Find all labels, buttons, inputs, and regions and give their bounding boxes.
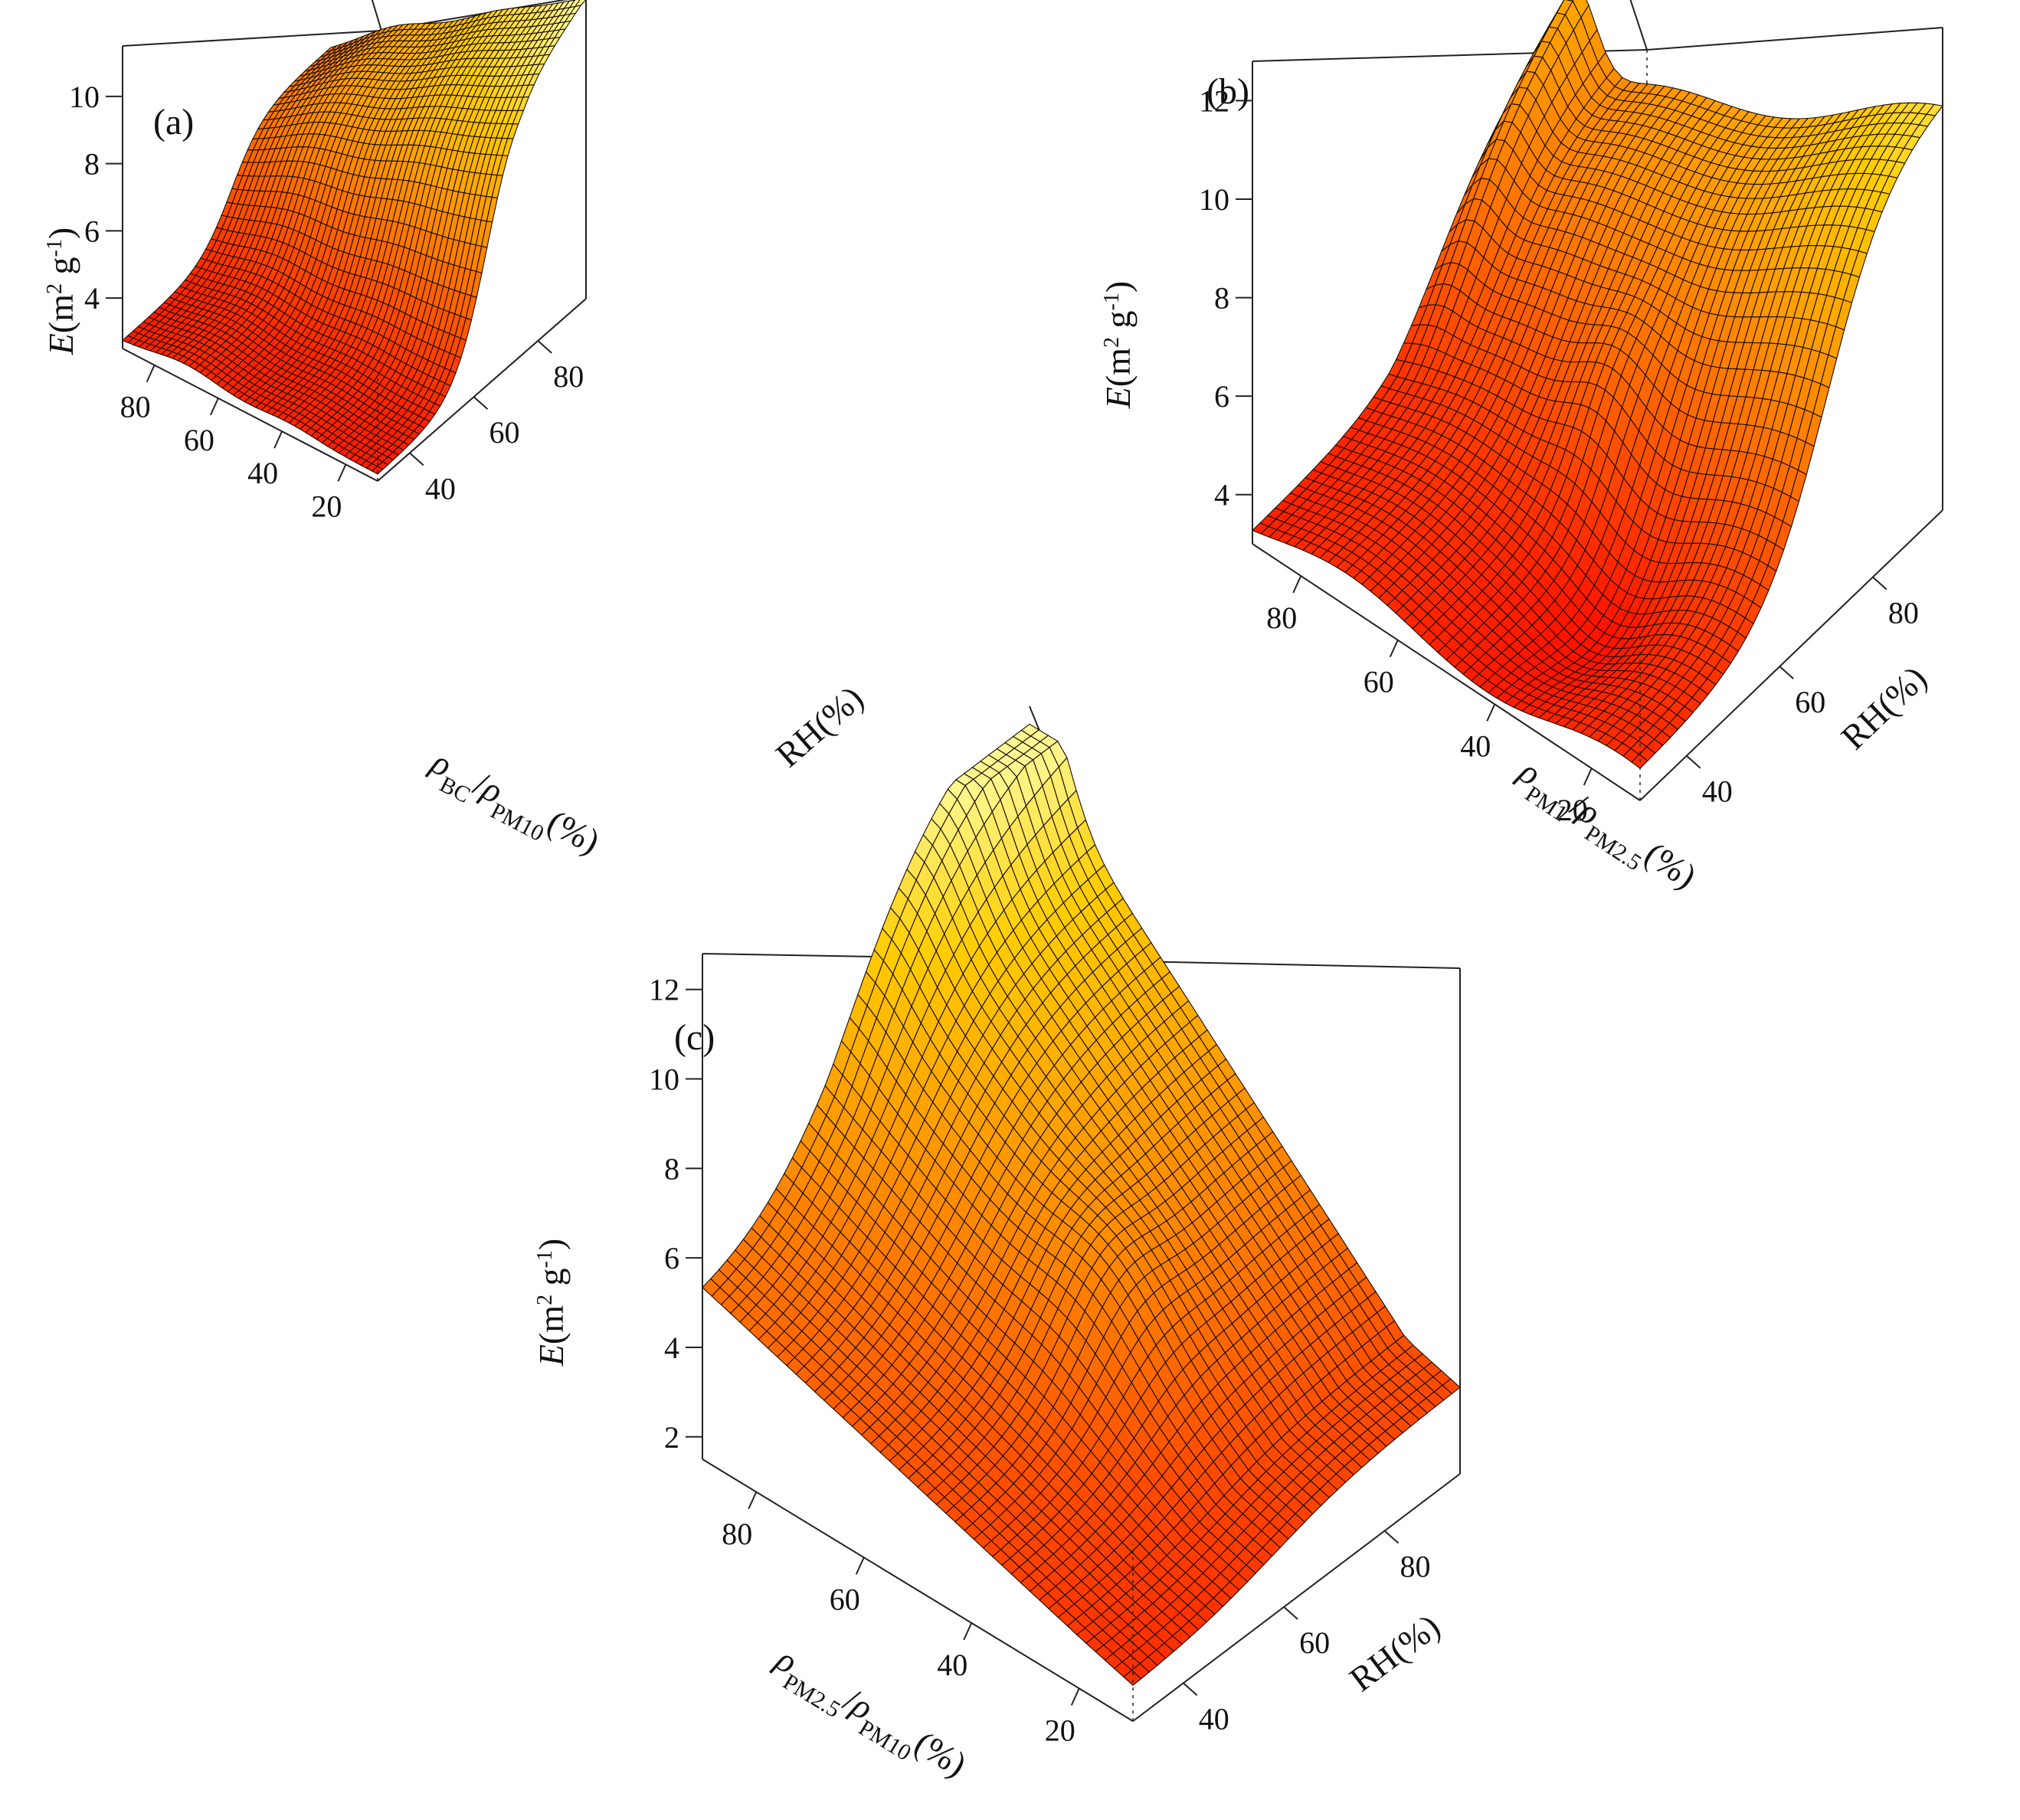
box-edge [122, 30, 382, 47]
x-tick-label: 40 [1460, 728, 1491, 763]
z-tick-label: 10 [1199, 182, 1229, 217]
y-tick-label: 40 [425, 471, 456, 506]
y-tick-label: 60 [1795, 685, 1825, 719]
x-tick-label: 40 [247, 456, 278, 490]
x-tick-label: 60 [1364, 665, 1394, 699]
box-edge [371, 0, 382, 31]
z-tick-label: 4 [84, 281, 100, 316]
x-tick-label: 80 [120, 390, 151, 424]
x-tick-label: 80 [1266, 601, 1297, 635]
y-tick-label: 80 [1888, 595, 1919, 630]
y-tick-label: 80 [553, 359, 584, 394]
z-tick-label: 6 [1214, 379, 1229, 414]
y-tick-label: 40 [1702, 774, 1733, 809]
z-tick-label: 4 [1214, 478, 1229, 512]
z-tick-label: 6 [84, 214, 100, 248]
x-tick-label: 20 [311, 489, 342, 523]
z-tick-label: 8 [1214, 281, 1229, 316]
x-tick-label: 60 [184, 423, 214, 457]
panel-label: (b) [1206, 71, 1249, 112]
panel-label: (a) [153, 102, 194, 142]
y-tick-label: 60 [489, 415, 520, 450]
surface [121, 0, 587, 475]
z-tick-label: 8 [84, 147, 100, 182]
z-tick-label: 10 [69, 80, 100, 114]
